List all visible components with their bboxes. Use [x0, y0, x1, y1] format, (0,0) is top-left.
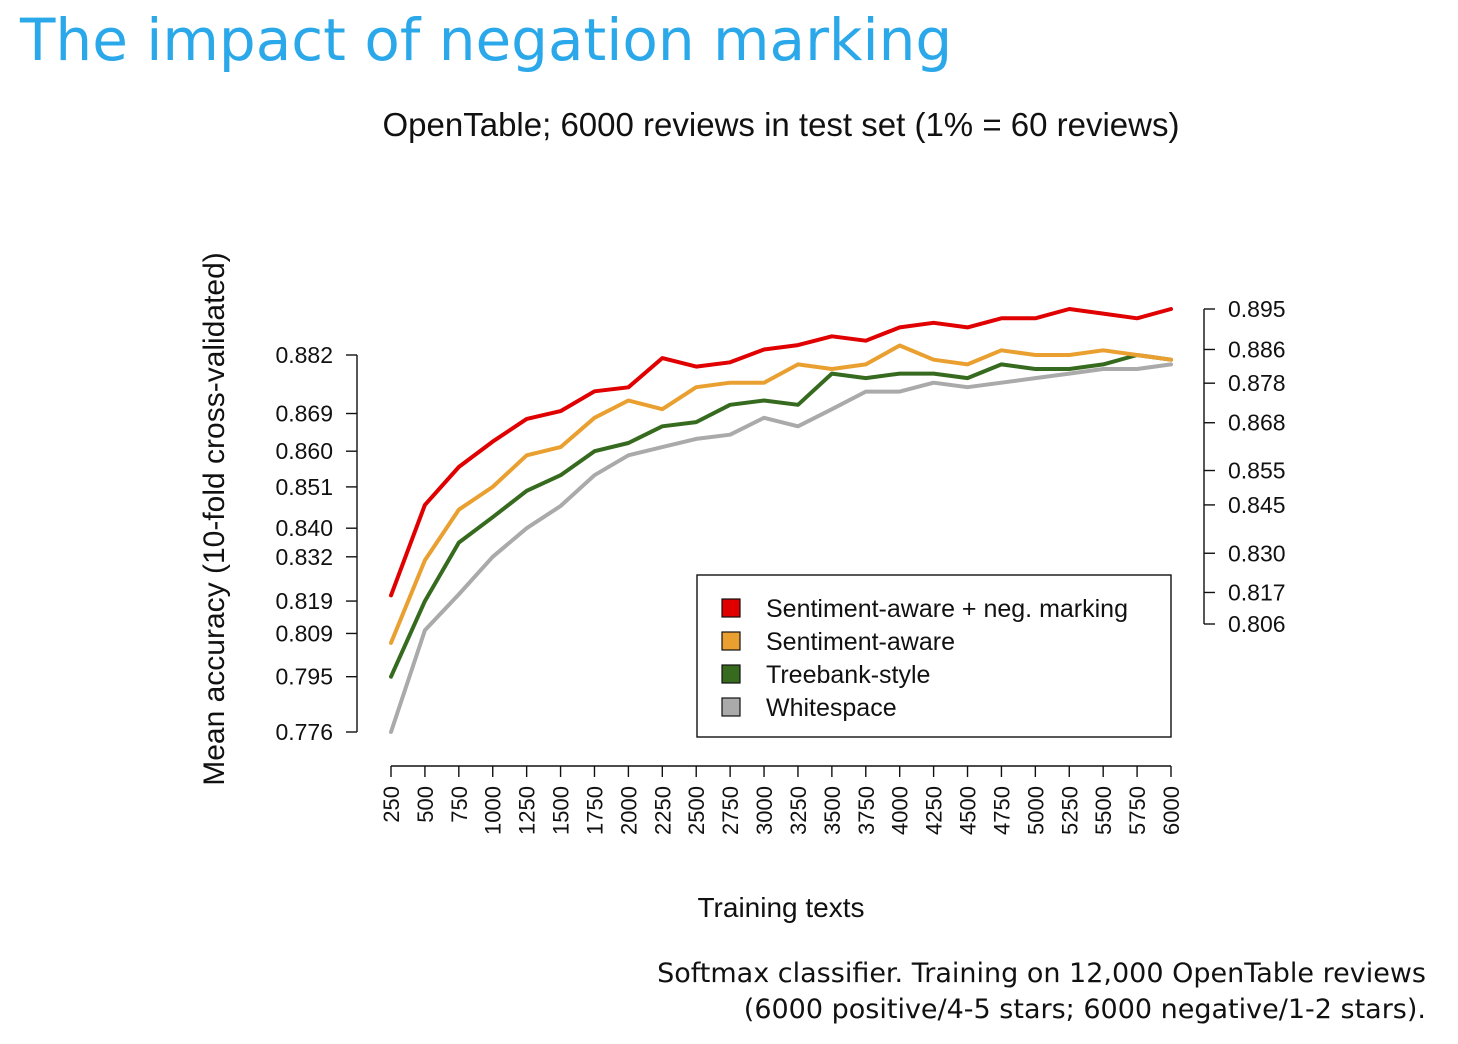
right-axis-tick-label: 0.868 — [1228, 410, 1286, 436]
left-axis-tick-label: 0.851 — [275, 474, 333, 500]
legend-entry: Treebank-style — [766, 661, 930, 689]
left-axis-tick-label: 0.882 — [275, 342, 333, 368]
x-axis-tick-label: 750 — [447, 786, 472, 823]
right-axis-tick-label: 0.845 — [1228, 492, 1286, 518]
left-axis-tick-label: 0.819 — [275, 588, 333, 614]
chart-title: OpenTable; 6000 reviews in test set (1% … — [383, 106, 1180, 143]
left-axis-tick-label: 0.860 — [275, 438, 333, 464]
right-axis-tick-label: 0.855 — [1228, 458, 1286, 484]
legend-box — [696, 574, 1172, 738]
x-axis-tick-label: 4750 — [989, 786, 1014, 835]
left-axis-tick-label: 0.869 — [275, 401, 333, 427]
y-axis-label: Mean accuracy (10-fold cross-validated) — [198, 252, 231, 786]
left-axis-tick-label: 0.832 — [275, 544, 333, 570]
slide-title: The impact of negation marking — [20, 6, 953, 74]
left-axis-tick-label: 0.776 — [275, 719, 333, 745]
right-axis-tick-label: 0.830 — [1228, 540, 1286, 566]
x-axis-tick-label: 1000 — [481, 786, 506, 835]
left-axis-tick-label: 0.795 — [275, 664, 333, 690]
x-axis-tick-label: 5250 — [1057, 786, 1082, 835]
x-axis-tick-label: 2250 — [650, 786, 675, 835]
x-axis-tick-label: 2000 — [616, 786, 641, 835]
left-axis-tick-label: 0.809 — [275, 620, 333, 646]
right-axis-tick-label: 0.806 — [1228, 611, 1286, 637]
x-axis-label: Training texts — [697, 892, 864, 923]
x-axis-tick-label: 4500 — [956, 786, 981, 835]
right-axis-tick-label: 0.878 — [1228, 370, 1286, 396]
x-axis-tick-label: 3000 — [752, 786, 777, 835]
x-axis-tick-label: 2500 — [684, 786, 709, 835]
legend-swatch — [721, 598, 741, 618]
series-line-whitespace — [389, 362, 1173, 734]
x-axis-tick-label: 5500 — [1091, 786, 1116, 835]
x-axis-tick-label: 1750 — [582, 786, 607, 835]
caption-line-2: (6000 positive/4-5 stars; 6000 negative/… — [743, 994, 1426, 1025]
legend-swatch — [721, 664, 741, 684]
x-axis-tick-label: 1250 — [515, 786, 540, 835]
x-axis-tick-label: 2750 — [718, 786, 743, 835]
caption-line-1: Softmax classifier. Training on 12,000 O… — [657, 958, 1426, 989]
x-axis-tick-label: 1500 — [549, 786, 574, 835]
x-axis-tick-label: 5000 — [1023, 786, 1048, 835]
right-axis-tick-label: 0.895 — [1228, 296, 1286, 322]
right-axis-tick-label: 0.886 — [1228, 336, 1286, 362]
series-line-treebank-style — [389, 353, 1173, 679]
x-axis-tick-label: 6000 — [1159, 786, 1184, 835]
series-line-sentiment-aware — [389, 343, 1173, 645]
x-axis-tick-label: 500 — [413, 786, 438, 823]
series-line-sentiment-aware-neg-marking — [389, 307, 1173, 598]
legend-swatch — [721, 697, 741, 717]
x-axis-tick-label: 250 — [379, 786, 404, 823]
legend-entry: Sentiment-aware + neg. marking — [766, 595, 1128, 623]
left-axis-tick-label: 0.840 — [275, 515, 333, 541]
x-axis-tick-label: 3750 — [854, 786, 879, 835]
x-axis-tick-label: 3250 — [786, 786, 811, 835]
x-axis-tick-label: 5750 — [1125, 786, 1150, 835]
x-axis-tick-label: 3500 — [820, 786, 845, 835]
x-axis-tick-label: 4000 — [888, 786, 913, 835]
x-axis-tick-label: 4250 — [922, 786, 947, 835]
legend-entry: Sentiment-aware — [766, 628, 955, 656]
legend-entry: Whitespace — [766, 694, 897, 722]
legend-swatch — [721, 631, 741, 651]
right-axis-tick-label: 0.817 — [1228, 579, 1286, 605]
caption: Softmax classifier. Training on 12,000 O… — [657, 956, 1426, 1028]
